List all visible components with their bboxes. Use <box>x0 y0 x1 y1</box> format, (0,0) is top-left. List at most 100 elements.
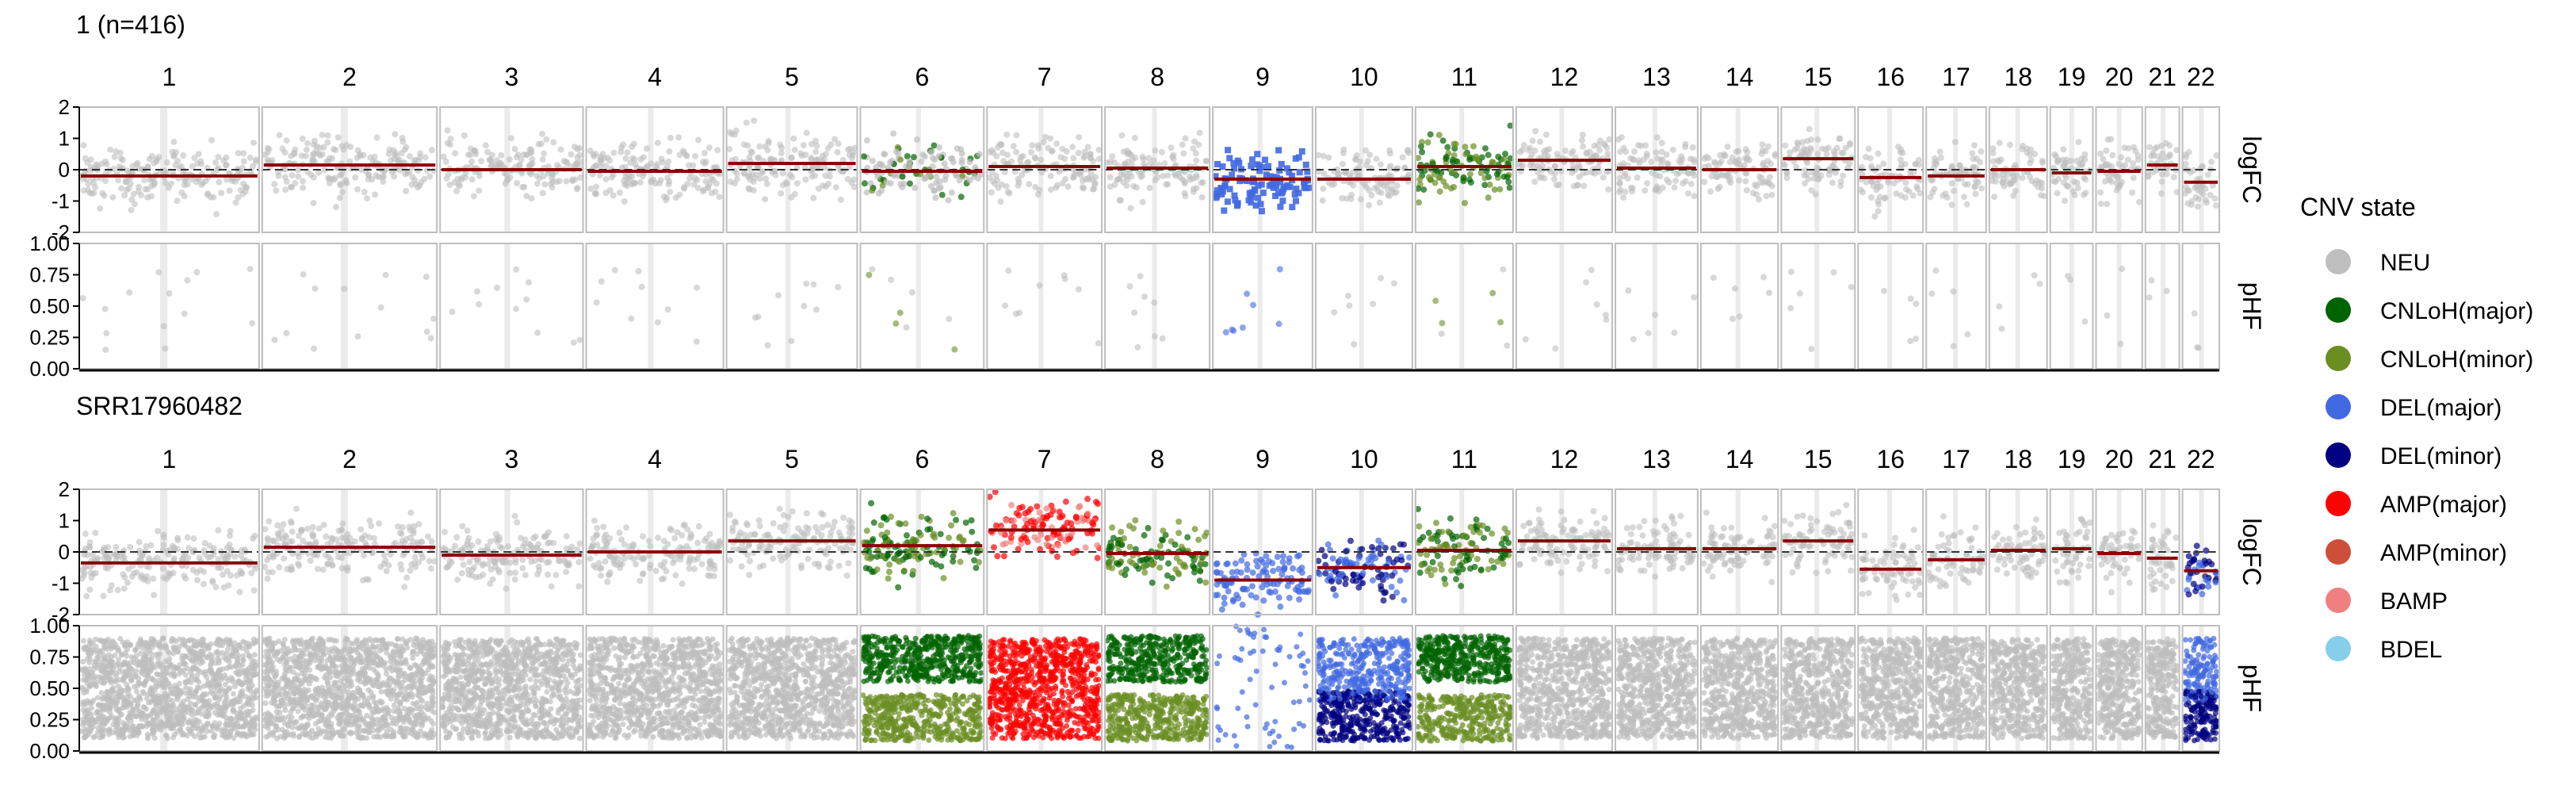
data-point <box>499 545 505 551</box>
centromere-band <box>1258 243 1263 369</box>
data-point <box>1482 145 1489 151</box>
data-point <box>661 559 667 565</box>
data-point <box>2038 192 2044 198</box>
data-point <box>191 155 197 161</box>
data-point <box>1279 197 1286 204</box>
chromosome-label-7: 7 <box>1038 63 1052 91</box>
data-point <box>1908 296 1914 302</box>
data-point <box>893 148 900 155</box>
data-point <box>534 181 541 187</box>
data-point <box>1171 156 1177 163</box>
data-point <box>1628 531 1634 537</box>
data-point <box>1439 566 1445 573</box>
data-point <box>907 159 913 165</box>
data-point <box>216 179 222 186</box>
data-point <box>313 538 319 545</box>
data-point <box>1782 533 1788 539</box>
data-point <box>1277 266 1283 272</box>
data-point <box>545 572 551 578</box>
data-point <box>1726 178 1733 184</box>
data-point <box>1366 202 1372 209</box>
data-point <box>1265 163 1271 170</box>
data-point <box>1016 310 1022 316</box>
data-point <box>1749 538 1755 544</box>
data-point <box>1602 515 1608 521</box>
data-point <box>1370 301 1376 307</box>
data-point <box>1497 319 1504 325</box>
data-point <box>484 543 491 550</box>
data-point <box>1467 171 1473 178</box>
data-point <box>276 532 282 538</box>
data-point <box>1026 181 1032 187</box>
data-point <box>1721 525 1727 531</box>
data-point <box>927 550 934 556</box>
data-point <box>695 185 701 191</box>
data-point <box>1277 603 1283 610</box>
data-point <box>1521 142 1527 148</box>
data-point <box>1592 557 1598 564</box>
data-point <box>1592 545 1599 551</box>
data-point <box>1563 558 1569 565</box>
data-point <box>1645 555 1652 561</box>
data-point <box>1432 297 1439 304</box>
data-point <box>1225 198 1231 205</box>
data-point <box>1831 529 1837 535</box>
data-point <box>1250 569 1256 576</box>
data-point <box>138 192 144 198</box>
data-point <box>1076 286 1082 293</box>
data-point <box>1709 530 1715 536</box>
data-point <box>1040 522 1046 528</box>
data-point <box>2149 278 2155 284</box>
data-point <box>314 143 320 149</box>
data-point <box>1095 340 1102 347</box>
data-point <box>456 182 462 188</box>
data-point <box>1821 528 1828 534</box>
data-point <box>1255 563 1261 569</box>
data-point <box>113 553 120 559</box>
data-point <box>474 288 480 294</box>
data-point <box>538 548 545 554</box>
data-point <box>655 534 661 541</box>
facet-chr22 <box>2183 243 2219 369</box>
data-point <box>1444 144 1450 151</box>
data-point <box>746 572 752 578</box>
data-point <box>1969 150 1975 156</box>
data-point <box>227 532 233 538</box>
data-point <box>1152 147 1158 154</box>
data-point <box>1636 555 1642 561</box>
data-point <box>1061 155 1068 162</box>
data-point <box>928 149 934 155</box>
data-point <box>361 552 367 558</box>
data-point <box>625 149 631 155</box>
data-point <box>282 186 289 193</box>
facet-chr16 <box>1858 489 1923 615</box>
data-point <box>1219 607 1225 613</box>
data-point <box>1442 580 1448 587</box>
data-point <box>1076 504 1082 511</box>
data-point <box>1657 173 1664 179</box>
data-point <box>1943 190 1949 197</box>
data-point <box>931 188 937 194</box>
data-point <box>1250 302 1256 308</box>
data-point <box>558 147 564 153</box>
data-point <box>1080 518 1086 524</box>
data-point <box>1073 514 1080 520</box>
facet-chr1 <box>79 243 259 369</box>
data-point <box>707 531 713 537</box>
data-point <box>612 267 618 274</box>
data-point <box>333 204 339 210</box>
data-point <box>817 547 824 554</box>
data-point <box>1996 303 2002 309</box>
data-point <box>897 156 904 163</box>
data-point <box>281 521 287 527</box>
data-point <box>919 151 926 158</box>
data-point <box>694 339 700 345</box>
data-point <box>1733 148 1740 155</box>
data-point <box>1718 534 1724 540</box>
data-point <box>471 193 477 199</box>
data-point <box>363 576 369 582</box>
data-point <box>1218 191 1225 197</box>
data-point <box>2104 201 2110 207</box>
data-point <box>1008 502 1015 508</box>
data-point <box>1808 346 1814 352</box>
